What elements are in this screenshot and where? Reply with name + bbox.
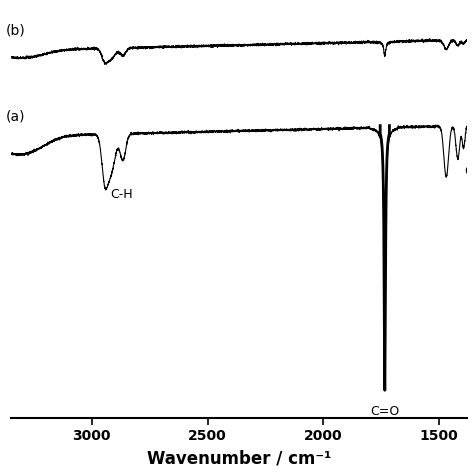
X-axis label: Wavenumber / cm⁻¹: Wavenumber / cm⁻¹ (146, 449, 331, 467)
Text: (a): (a) (6, 110, 26, 124)
Text: C=O: C=O (370, 405, 400, 418)
Text: C-H: C-H (110, 188, 133, 201)
Text: C: C (464, 165, 473, 178)
Text: (b): (b) (6, 24, 26, 38)
